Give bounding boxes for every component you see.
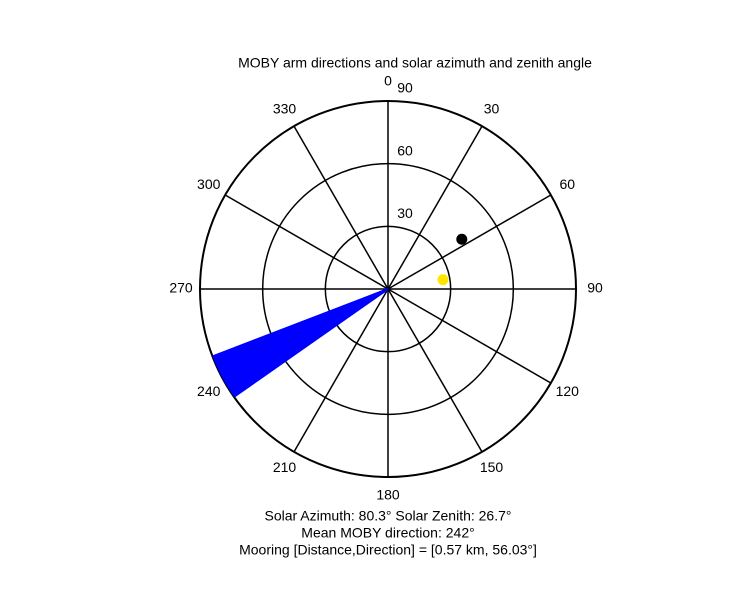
theta-tick-label: 90 bbox=[587, 280, 603, 296]
spoke bbox=[293, 125, 389, 290]
theta-tick-label: 270 bbox=[169, 280, 193, 296]
annotation: Mean MOBY direction: 242° bbox=[301, 525, 474, 541]
spoke bbox=[387, 288, 552, 384]
spoke bbox=[293, 288, 389, 453]
theta-tick-label: 330 bbox=[273, 100, 297, 116]
theta-tick-label: 60 bbox=[559, 176, 575, 192]
r-tick-label: 90 bbox=[397, 80, 413, 96]
point bbox=[456, 233, 468, 245]
theta-tick-label: 120 bbox=[556, 383, 580, 399]
theta-tick-label: 0 bbox=[384, 73, 392, 89]
theta-tick-label: 150 bbox=[480, 459, 504, 475]
spoke bbox=[387, 288, 483, 453]
arm-direction bbox=[212, 288, 389, 358]
spoke bbox=[387, 194, 552, 290]
theta-tick-label: 210 bbox=[273, 459, 297, 475]
theta-tick-label: 180 bbox=[376, 487, 400, 503]
r-tick-label: 60 bbox=[397, 142, 413, 158]
point bbox=[437, 274, 449, 286]
r-tick-label: 30 bbox=[397, 205, 413, 221]
spoke bbox=[224, 194, 389, 290]
annotation: Mooring [Distance,Direction] = [0.57 km,… bbox=[239, 542, 537, 558]
annotation: Solar Azimuth: 80.3° Solar Zenith: 26.7° bbox=[265, 508, 512, 524]
spoke bbox=[387, 125, 483, 290]
theta-tick-label: 300 bbox=[197, 176, 221, 192]
theta-tick-label: 30 bbox=[484, 100, 500, 116]
theta-tick-label: 240 bbox=[197, 383, 221, 399]
chart-title: MOBY arm directions and solar azimuth an… bbox=[238, 55, 592, 71]
